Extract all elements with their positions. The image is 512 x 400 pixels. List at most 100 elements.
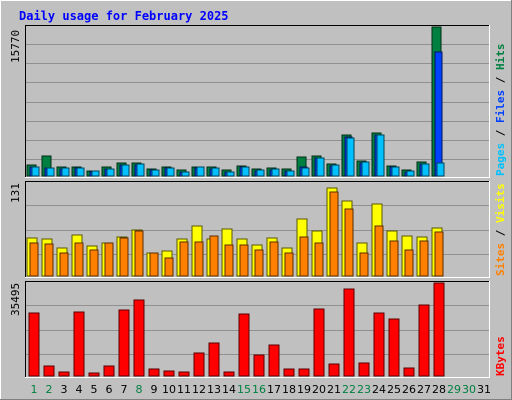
legend-kbytes: KBytes bbox=[494, 336, 507, 376]
legend-hits-files-pages: Pages / Files / Hits bbox=[494, 44, 507, 177]
legend-visits-sites: Sites / Visits bbox=[494, 183, 507, 276]
bar-kbytes-day-13 bbox=[208, 342, 220, 377]
legend-entry-4: Hits bbox=[494, 44, 507, 71]
legend-entry-2: Files bbox=[494, 90, 507, 123]
bar-sites-day-28 bbox=[434, 231, 444, 277]
x-tick-label-19: 19 bbox=[297, 383, 311, 396]
bar-pages-day-28 bbox=[436, 162, 445, 177]
panel-hits-files-pages bbox=[25, 25, 490, 178]
x-tick-label-2: 2 bbox=[46, 383, 53, 396]
bar-pages-day-4 bbox=[76, 167, 85, 177]
x-tick-label-30: 30 bbox=[462, 383, 476, 396]
bar-kbytes-day-26 bbox=[403, 367, 415, 377]
x-tick-label-27: 27 bbox=[417, 383, 431, 396]
bar-pages-day-14 bbox=[226, 171, 235, 177]
bar-kbytes-day-15 bbox=[238, 313, 250, 377]
bar-sites-day-21 bbox=[329, 191, 339, 277]
bar-sites-day-18 bbox=[284, 252, 294, 277]
bar-kbytes-day-14 bbox=[223, 371, 235, 377]
x-tick-label-7: 7 bbox=[121, 383, 128, 396]
bar-pages-day-13 bbox=[211, 167, 220, 177]
plot-area bbox=[25, 25, 490, 178]
ymax-label-top: 15770 bbox=[9, 30, 22, 63]
legend-entry-0: Pages bbox=[494, 143, 507, 176]
bar-pages-day-21 bbox=[331, 164, 340, 177]
legend-entry-3: / bbox=[494, 70, 507, 90]
bar-pages-day-15 bbox=[241, 166, 250, 177]
bar-pages-day-25 bbox=[391, 166, 400, 177]
bar-kbytes-day-21 bbox=[328, 363, 340, 377]
bar-pages-day-7 bbox=[121, 164, 130, 177]
bar-sites-day-9 bbox=[149, 252, 159, 277]
bar-pages-day-23 bbox=[361, 161, 370, 177]
bar-sites-day-8 bbox=[134, 230, 144, 277]
x-tick-label-10: 10 bbox=[162, 383, 176, 396]
bar-kbytes-day-24 bbox=[373, 312, 385, 377]
bar-kbytes-day-5 bbox=[88, 372, 100, 377]
bar-sites-day-24 bbox=[374, 225, 384, 277]
bar-sites-day-22 bbox=[344, 208, 354, 277]
bar-sites-day-20 bbox=[314, 242, 324, 277]
x-tick-label-12: 12 bbox=[192, 383, 206, 396]
bar-kbytes-day-17 bbox=[268, 344, 280, 377]
bar-kbytes-day-7 bbox=[118, 309, 130, 377]
bar-sites-day-2 bbox=[44, 243, 54, 277]
x-tick-label-9: 9 bbox=[151, 383, 158, 396]
bar-sites-day-6 bbox=[104, 242, 114, 277]
bar-kbytes-day-19 bbox=[298, 368, 310, 377]
bar-pages-day-2 bbox=[46, 167, 55, 177]
x-tick-label-11: 11 bbox=[177, 383, 191, 396]
bar-pages-day-27 bbox=[421, 163, 430, 177]
bar-pages-day-3 bbox=[61, 167, 70, 177]
bar-pages-day-22 bbox=[346, 137, 355, 177]
bar-pages-day-26 bbox=[406, 170, 415, 177]
bar-kbytes-day-16 bbox=[253, 354, 265, 377]
bar-sites-day-14 bbox=[224, 244, 234, 277]
bar-pages-day-24 bbox=[376, 134, 385, 177]
bar-pages-day-8 bbox=[136, 163, 145, 177]
x-axis-labels: 1 2 3 4 5 6 7 8 9 10 11 12 13 14 15 16 17 18 19 20 21 22 23 24 2… bbox=[31, 383, 492, 396]
legend-entry-2: Visits bbox=[494, 183, 507, 223]
legend-entry-1: / bbox=[494, 223, 507, 243]
bar-pages-day-20 bbox=[316, 157, 325, 177]
bar-sites-day-27 bbox=[419, 240, 429, 277]
bar-sites-day-3 bbox=[59, 252, 69, 277]
x-tick-label-15: 15 bbox=[237, 383, 251, 396]
chart-title: Daily usage for February 2025 bbox=[19, 9, 229, 23]
x-tick-label-18: 18 bbox=[282, 383, 296, 396]
x-tick-label-21: 21 bbox=[327, 383, 341, 396]
x-tick-label-3: 3 bbox=[61, 383, 68, 396]
bar-sites-day-23 bbox=[359, 252, 369, 277]
bar-kbytes-day-22 bbox=[343, 288, 355, 377]
bar-kbytes-day-2 bbox=[43, 365, 55, 377]
x-tick-label-17: 17 bbox=[267, 383, 281, 396]
x-tick-label-20: 20 bbox=[312, 383, 326, 396]
bar-sites-day-10 bbox=[164, 257, 174, 277]
x-tick-label-22: 22 bbox=[342, 383, 356, 396]
bar-pages-day-16 bbox=[256, 169, 265, 177]
bar-kbytes-day-4 bbox=[73, 311, 85, 377]
bar-sites-day-26 bbox=[404, 249, 414, 277]
bar-sites-day-15 bbox=[239, 244, 249, 277]
legend-entry-0: Sites bbox=[494, 243, 507, 276]
bar-kbytes-day-18 bbox=[283, 368, 295, 377]
ymax-label-bottom: 35495 bbox=[9, 283, 22, 316]
x-tick-label-29: 29 bbox=[447, 383, 461, 396]
x-tick-label-1: 1 bbox=[31, 383, 38, 396]
bar-sites-day-4 bbox=[74, 242, 84, 277]
bar-pages-day-12 bbox=[196, 166, 205, 177]
bar-kbytes-day-1 bbox=[28, 312, 40, 377]
bar-kbytes-day-6 bbox=[103, 365, 115, 377]
x-tick-label-16: 16 bbox=[252, 383, 266, 396]
bar-pages-day-6 bbox=[106, 168, 115, 177]
bar-kbytes-day-8 bbox=[133, 299, 145, 377]
bar-kbytes-day-10 bbox=[163, 370, 175, 377]
bar-sites-day-7 bbox=[119, 237, 129, 277]
bar-pages-day-19 bbox=[301, 167, 310, 177]
x-tick-label-26: 26 bbox=[402, 383, 416, 396]
x-tick-label-23: 23 bbox=[357, 383, 371, 396]
bar-kbytes-day-20 bbox=[313, 308, 325, 377]
bar-pages-day-17 bbox=[271, 168, 280, 177]
bar-kbytes-day-23 bbox=[358, 362, 370, 377]
